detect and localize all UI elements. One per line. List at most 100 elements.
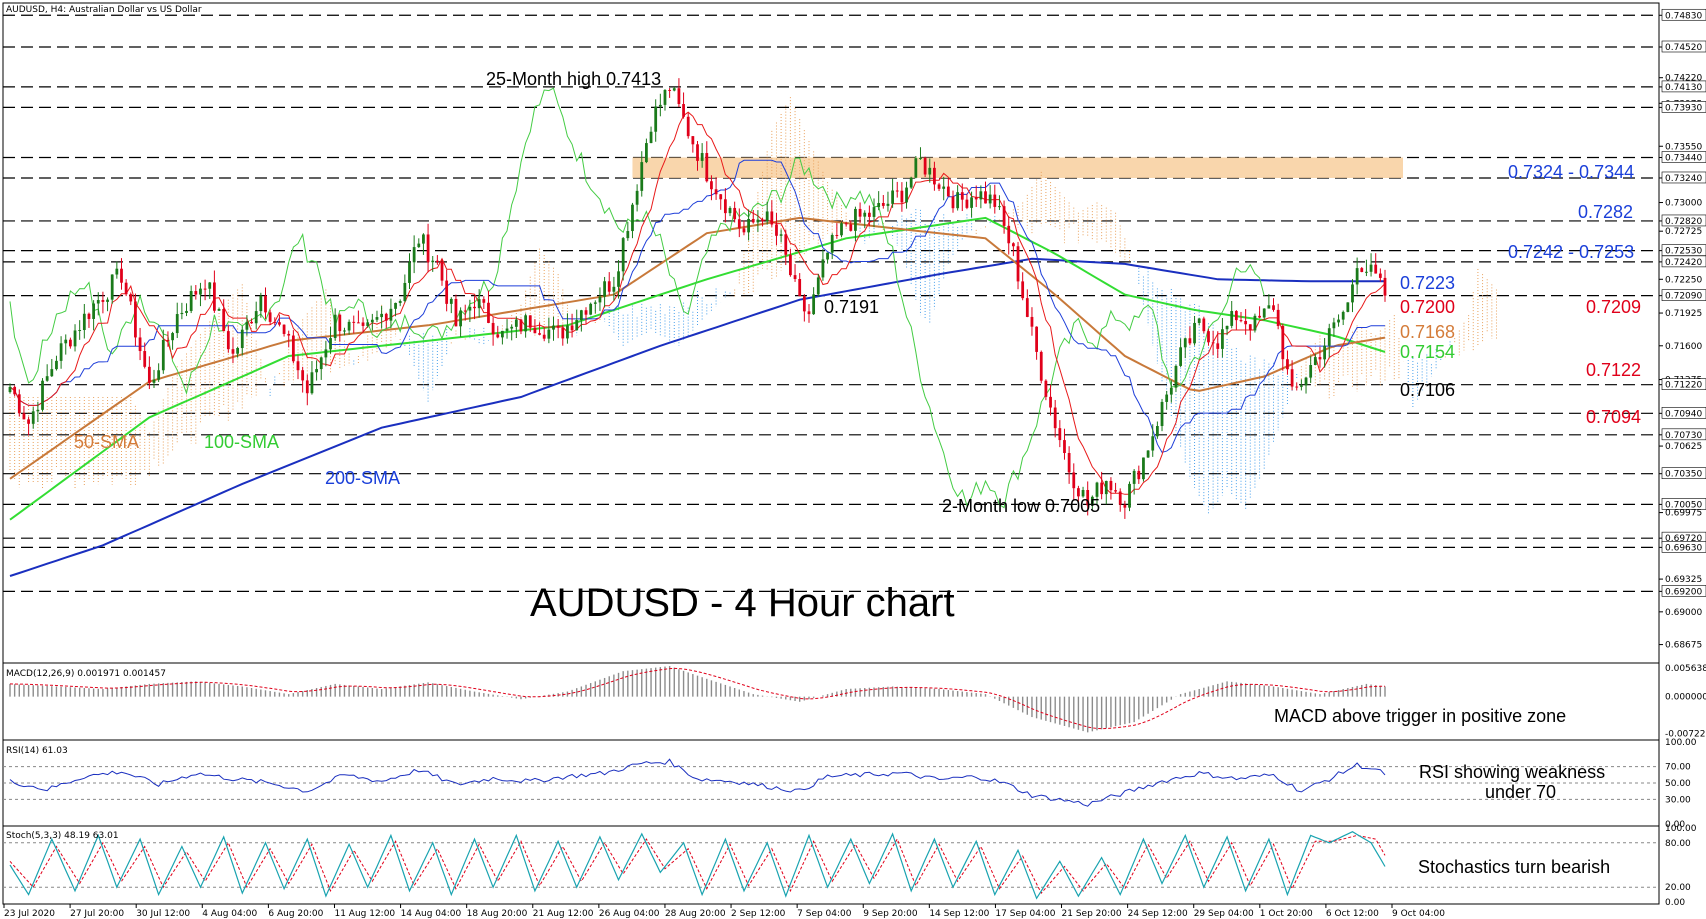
candle-body xyxy=(301,370,305,381)
candle-body xyxy=(36,409,40,412)
candle-body xyxy=(147,366,151,383)
sma100-line xyxy=(9,216,1386,521)
candle-body xyxy=(1225,325,1229,330)
candle-body xyxy=(737,219,741,229)
rsi-tick-label: 0.00 xyxy=(1665,820,1685,830)
candle-body xyxy=(1267,305,1271,309)
candle-body xyxy=(449,298,453,304)
rsi-line xyxy=(9,758,1386,807)
candle-body xyxy=(203,288,207,290)
candle-body xyxy=(31,411,35,424)
price-tick-label: 0.70350 xyxy=(1665,470,1702,480)
tick-box xyxy=(1661,151,1706,163)
candle-body xyxy=(87,313,91,319)
candle-body xyxy=(491,322,495,335)
candle-body xyxy=(761,219,764,222)
candle-body xyxy=(719,194,723,200)
candle-body xyxy=(134,301,137,338)
candle-body xyxy=(668,89,672,91)
time-tick-label: 4 Aug 04:00 xyxy=(202,909,257,919)
candle-body xyxy=(765,211,769,222)
macd-tick-label: 0.000000 xyxy=(1665,693,1706,703)
candle-body xyxy=(315,369,318,373)
candle-body xyxy=(705,153,709,182)
candle-body xyxy=(1378,273,1382,278)
time-tick-label: 23 Jul 2020 xyxy=(4,909,55,919)
annotation-0.7191: 0.7191 xyxy=(824,297,879,317)
candle-body xyxy=(733,207,737,220)
candle-body xyxy=(333,314,337,339)
tick-box xyxy=(1661,467,1706,479)
candle-body xyxy=(435,260,439,262)
candle-body xyxy=(1077,488,1080,497)
candle-body xyxy=(217,309,221,311)
candle-body xyxy=(1327,328,1331,346)
candle-body xyxy=(375,317,379,320)
candle-body xyxy=(180,312,184,315)
candle-body xyxy=(1281,325,1285,360)
macd-note: MACD above trigger in positive zone xyxy=(1274,706,1566,726)
candle-body xyxy=(714,189,718,195)
tick-box xyxy=(1661,214,1706,227)
macd-tick-label: 0.005638 xyxy=(1665,664,1706,674)
candle-body xyxy=(380,313,384,318)
annotation-0.7209: 0.7209 xyxy=(1586,297,1641,317)
kijun-line xyxy=(9,159,1385,453)
candle-body xyxy=(22,413,26,420)
macd-axis: 0.005638 0.000000 -0.007221 xyxy=(1665,664,1706,740)
time-tick-label: 9 Oct 04:00 xyxy=(1392,909,1445,919)
candle-body xyxy=(1360,268,1364,273)
tick-box xyxy=(1661,8,1706,21)
time-tick-label: 9 Sep 20:00 xyxy=(863,909,918,919)
time-axis: 23 Jul 2020 27 Jul 20:00 30 Jul 12:00 4 Aug… xyxy=(3,904,1445,919)
candle-body xyxy=(547,329,551,339)
candle-body xyxy=(988,194,992,204)
price-tick-label: 0.74830 xyxy=(1665,11,1702,21)
candle-body xyxy=(282,324,286,334)
candle-body xyxy=(50,369,54,377)
rsi-note-line1: RSI showing weakness xyxy=(1419,762,1605,782)
candle-body xyxy=(1100,482,1104,495)
candle-body xyxy=(617,271,620,287)
candle-body xyxy=(598,296,602,303)
candle-body xyxy=(138,337,142,352)
candle-body xyxy=(700,153,704,161)
candle-body xyxy=(1202,318,1206,332)
candle-body xyxy=(245,321,249,330)
price-tick-label: 0.74130 xyxy=(1665,83,1702,93)
candle-body xyxy=(933,167,936,185)
candle-body xyxy=(895,190,899,192)
candle-body xyxy=(686,116,690,137)
candle-body xyxy=(998,206,1001,208)
candle-body xyxy=(844,223,848,225)
candle-body xyxy=(826,252,829,260)
candle-body xyxy=(199,288,202,295)
candle-body xyxy=(78,330,82,332)
candle-body xyxy=(129,294,133,302)
candle-body xyxy=(696,144,699,161)
candle-body xyxy=(951,196,955,209)
candle-body xyxy=(1351,284,1354,303)
candle-body xyxy=(412,247,416,263)
candle-body xyxy=(171,333,174,341)
candle-body xyxy=(1146,450,1150,458)
tick-box xyxy=(1661,585,1706,597)
price-tick-label: 0.72250 xyxy=(1665,275,1702,285)
macd-tick-label: -0.007221 xyxy=(1665,729,1706,739)
tick-box xyxy=(1661,80,1706,93)
candle-body xyxy=(654,106,658,132)
candle-body xyxy=(854,208,857,231)
candle-body xyxy=(635,190,639,205)
candle-body xyxy=(645,143,648,163)
candle-body xyxy=(278,322,281,325)
tick-box xyxy=(1661,407,1706,419)
price-tick-label: 0.70940 xyxy=(1665,409,1702,419)
candle-body xyxy=(561,327,565,339)
candle-body xyxy=(501,330,504,338)
candle-body xyxy=(784,234,788,255)
candle-body xyxy=(213,282,216,311)
candle-body xyxy=(956,192,960,209)
candle-body xyxy=(1169,387,1173,395)
candle-body xyxy=(1155,426,1159,437)
